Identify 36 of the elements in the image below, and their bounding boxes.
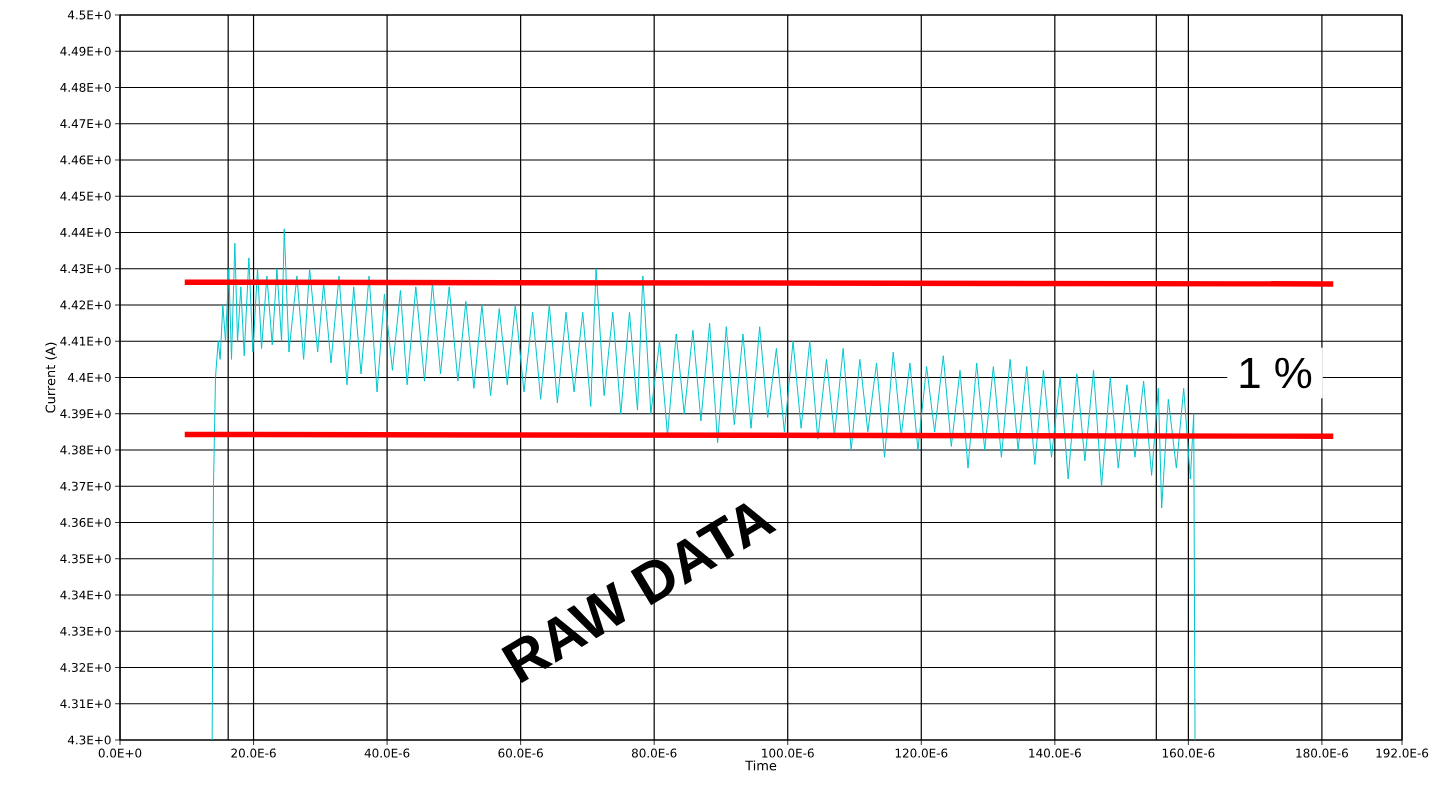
y-tick-label: 4.35E+0 — [60, 554, 111, 564]
x-tick-label: 180.0E-6 — [1296, 748, 1348, 758]
y-tick-label: 4.46E+0 — [60, 155, 111, 165]
x-axis-title: Time — [745, 760, 777, 771]
x-tick-label: 120.0E-6 — [895, 748, 948, 758]
y-tick-label: 4.41E+0 — [60, 336, 111, 346]
y-tick-label: 4.48E+0 — [60, 82, 111, 93]
x-tick-label: 0.0E+0 — [98, 748, 142, 758]
x-tick-label: 100.0E-6 — [762, 748, 814, 758]
y-tick-label: 4.47E+0 — [60, 119, 111, 129]
y-tick-label: 4.31E+0 — [60, 699, 111, 709]
x-tick-label: 160.0E-6 — [1162, 748, 1215, 758]
annotation: 1 % — [1240, 357, 1312, 389]
y-tick-label: 4.33E+0 — [60, 626, 111, 636]
y-tick-label: 4.45E+0 — [60, 191, 111, 201]
y-tick-label: 4.38E+0 — [60, 445, 111, 455]
y-tick-label: 4.44E+0 — [60, 227, 111, 238]
x-tick-label: 80.0E-6 — [631, 748, 677, 758]
x-tick-label: 40.0E-6 — [364, 748, 410, 758]
y-tick-label: 4.32E+0 — [60, 662, 111, 673]
y-tick-label: 4.39E+0 — [60, 409, 111, 419]
y-tick-label: 4.37E+0 — [60, 481, 111, 491]
y-tick-label: 4.49E+0 — [60, 46, 111, 56]
y-tick-label: 4.36E+0 — [60, 517, 111, 528]
y-tick-label: 4.43E+0 — [60, 264, 111, 274]
y-tick-label: 4.42E+0 — [60, 300, 111, 310]
x-tick-label: 20.0E-6 — [231, 748, 276, 758]
x-tick-label: 140.0E-6 — [1029, 748, 1081, 758]
line-series — [211, 228, 1196, 740]
y-tick-label: 4.34E+0 — [60, 590, 111, 600]
y-tick-label: 4.5E+0 — [67, 10, 111, 20]
y-axis-title: Current (A) — [45, 342, 57, 413]
x-tick-label: 192.0E-6 — [1376, 748, 1429, 758]
y-tick-label: 4.3E+0 — [67, 735, 111, 745]
x-tick-label: 60.0E-6 — [498, 748, 543, 758]
y-tick-label: 4.4E+0 — [67, 372, 111, 383]
